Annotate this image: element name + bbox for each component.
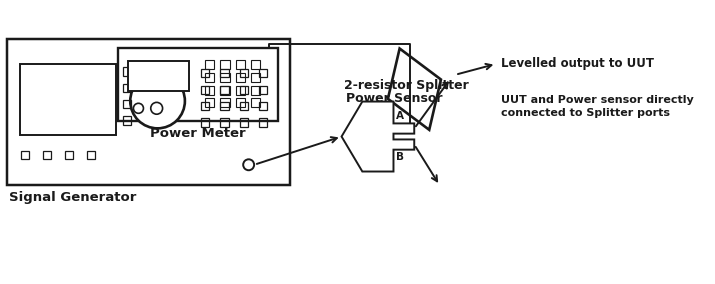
Bar — [202, 118, 209, 126]
Bar — [202, 69, 209, 77]
Circle shape — [130, 74, 185, 128]
Text: UUT and Power sensor directly: UUT and Power sensor directly — [500, 95, 694, 105]
Bar — [123, 67, 131, 76]
Bar — [87, 151, 94, 159]
Bar — [220, 98, 230, 107]
Text: Signal Generator: Signal Generator — [9, 191, 137, 204]
Bar — [123, 84, 131, 92]
Bar — [220, 60, 230, 69]
Bar — [220, 85, 229, 94]
Bar — [236, 73, 245, 82]
Bar — [202, 102, 209, 110]
Text: A: A — [396, 112, 404, 122]
Bar — [220, 85, 230, 95]
Bar — [220, 102, 229, 110]
Bar — [259, 69, 267, 77]
Bar — [240, 118, 247, 126]
Bar — [240, 85, 247, 94]
Bar — [259, 118, 267, 126]
Text: connected to Splitter ports: connected to Splitter ports — [500, 108, 670, 118]
Bar — [259, 85, 267, 94]
Bar — [236, 60, 245, 69]
Bar — [252, 73, 260, 82]
Bar — [7, 39, 290, 185]
Bar — [43, 151, 51, 159]
Bar — [127, 61, 189, 91]
Bar — [220, 69, 229, 77]
Bar — [220, 73, 230, 82]
Bar — [252, 98, 260, 107]
Text: B: B — [396, 152, 404, 162]
Bar — [202, 85, 209, 94]
Bar — [220, 118, 229, 126]
Polygon shape — [376, 147, 391, 166]
Bar — [252, 85, 260, 95]
Circle shape — [134, 103, 144, 113]
Bar — [236, 98, 245, 107]
Bar — [252, 60, 260, 69]
Bar — [240, 69, 247, 77]
Text: Power Sensor: Power Sensor — [346, 92, 443, 105]
Bar — [205, 85, 214, 95]
Text: Power Meter: Power Meter — [150, 126, 246, 139]
Bar — [123, 116, 131, 125]
Bar — [240, 102, 247, 110]
Bar — [236, 85, 245, 95]
Bar — [21, 151, 29, 159]
Bar — [259, 102, 267, 110]
Text: 2-resistor Splitter: 2-resistor Splitter — [345, 80, 469, 93]
Circle shape — [151, 102, 162, 114]
Text: Levelled output to UUT: Levelled output to UUT — [500, 57, 654, 70]
Bar — [20, 64, 116, 135]
Circle shape — [243, 159, 254, 170]
Polygon shape — [376, 107, 391, 126]
Bar — [64, 151, 73, 159]
Bar — [205, 98, 214, 107]
Bar — [205, 60, 214, 69]
Polygon shape — [388, 49, 441, 130]
Bar — [123, 100, 131, 108]
Bar — [119, 48, 278, 121]
Polygon shape — [342, 102, 414, 172]
Bar — [205, 73, 214, 82]
